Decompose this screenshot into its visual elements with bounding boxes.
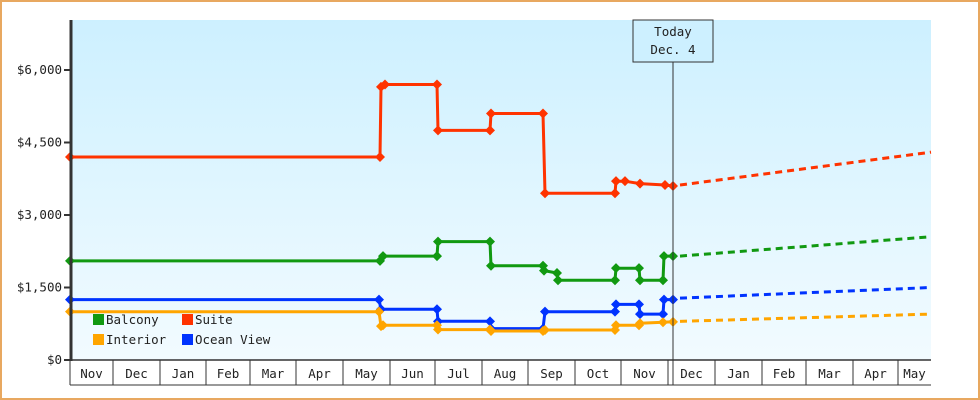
legend-swatch [182, 314, 193, 325]
series-layer [65, 79, 932, 336]
data-point-marker[interactable] [540, 325, 550, 336]
y-tick-label: $4,500 [17, 135, 62, 150]
month-label: Mar [262, 366, 285, 381]
month-label: Dec [125, 366, 148, 381]
legend-label: Ocean View [195, 332, 271, 347]
data-point-marker[interactable] [659, 251, 669, 262]
data-point-marker[interactable] [660, 180, 670, 191]
y-tick-label: $3,000 [17, 207, 62, 222]
month-label: May [355, 366, 378, 381]
data-point-marker[interactable] [552, 268, 562, 278]
data-point-marker[interactable] [658, 317, 668, 328]
legend-label: Balcony [106, 312, 159, 327]
data-point-marker[interactable] [432, 251, 442, 262]
data-point-marker[interactable] [485, 316, 495, 327]
legend: Balcony Suite Interior Ocean View [93, 312, 271, 347]
data-point-marker[interactable] [620, 176, 630, 187]
series-balcony [65, 235, 932, 286]
data-point-marker[interactable] [635, 178, 645, 189]
data-point-marker[interactable] [610, 306, 620, 317]
y-tick-label: $0 [47, 352, 62, 367]
legend-swatch [93, 314, 104, 325]
legend-label: Interior [106, 332, 167, 347]
data-point-marker[interactable] [539, 265, 549, 276]
y-tick-label: $1,500 [17, 280, 62, 295]
data-point-marker[interactable] [432, 79, 442, 90]
month-label: Apr [864, 366, 887, 381]
month-label: Jan [727, 366, 750, 381]
data-point-marker[interactable] [540, 306, 550, 317]
month-label: Aug [494, 366, 517, 381]
month-label: Oct [587, 366, 610, 381]
y-tick-label: $6,000 [17, 62, 62, 77]
axes-layer: $0 $1,500 $3,000 $4,500 $6,000 [17, 20, 931, 367]
data-point-marker[interactable] [611, 299, 621, 310]
data-point-marker[interactable] [658, 309, 668, 320]
legend-item-balcony[interactable]: Balcony [93, 312, 159, 327]
data-point-marker[interactable] [380, 79, 390, 90]
data-point-marker[interactable] [485, 236, 495, 247]
legend-swatch [93, 334, 104, 345]
legend-item-suite[interactable]: Suite [182, 312, 233, 327]
data-point-marker[interactable] [611, 176, 621, 187]
month-label: Feb [217, 366, 240, 381]
month-label: May [903, 366, 926, 381]
data-point-marker[interactable] [610, 275, 620, 286]
month-label: Nov [633, 366, 656, 381]
month-label: Jun [401, 366, 424, 381]
data-point-marker[interactable] [486, 108, 496, 119]
data-point-marker[interactable] [378, 251, 388, 262]
data-point-marker[interactable] [485, 125, 495, 136]
data-point-marker[interactable] [658, 275, 668, 286]
legend-label: Suite [195, 312, 233, 327]
data-point-marker[interactable] [635, 275, 645, 286]
data-point-marker[interactable] [374, 294, 384, 305]
data-point-marker[interactable] [375, 152, 385, 162]
month-label: Jan [172, 366, 195, 381]
data-point-marker[interactable] [540, 188, 550, 199]
data-point-marker[interactable] [553, 275, 563, 286]
data-point-marker[interactable] [635, 309, 645, 320]
data-point-marker[interactable] [659, 294, 669, 305]
data-point-marker[interactable] [375, 255, 385, 266]
month-label: Feb [773, 366, 796, 381]
data-point-marker[interactable] [432, 304, 442, 315]
month-label: Dec [680, 366, 703, 381]
today-label-box [632, 19, 714, 63]
data-point-marker[interactable] [611, 320, 621, 331]
legend-item-ocean-view[interactable]: Ocean View [182, 332, 271, 347]
plot-area [71, 20, 931, 360]
data-point-marker[interactable] [374, 306, 384, 317]
data-point-marker[interactable] [538, 108, 548, 119]
data-point-marker[interactable] [634, 299, 644, 310]
data-point-marker[interactable] [634, 263, 644, 274]
today-date: Dec. 4 [650, 42, 695, 57]
today-label: Today [654, 24, 692, 39]
forecast-line [679, 286, 932, 300]
data-point-marker[interactable] [611, 263, 621, 274]
data-point-marker[interactable] [433, 125, 443, 136]
forecast-line [679, 150, 932, 187]
series-suite [65, 79, 932, 199]
month-label: Jul [447, 366, 470, 381]
forecast-line [679, 312, 932, 323]
data-point-marker[interactable] [433, 324, 443, 335]
month-label: Apr [308, 366, 331, 381]
today-marker: Today Dec. 4 [632, 19, 714, 385]
x-axis: Nov Dec Jan Feb Mar Apr May Jun Jul Aug Sep Oct Nov D… [69, 360, 931, 386]
data-point-marker[interactable] [486, 260, 496, 271]
legend-swatch [182, 334, 193, 345]
data-point-marker[interactable] [378, 320, 388, 331]
data-point-marker[interactable] [433, 236, 443, 247]
data-point-marker[interactable] [486, 326, 496, 336]
month-label: Sep [540, 366, 563, 381]
month-label: Mar [818, 366, 841, 381]
forecast-line [679, 235, 932, 258]
data-point-marker[interactable] [635, 318, 645, 329]
data-point-marker[interactable] [610, 188, 620, 199]
legend-item-interior[interactable]: Interior [93, 332, 167, 347]
month-label: Nov [80, 366, 103, 381]
